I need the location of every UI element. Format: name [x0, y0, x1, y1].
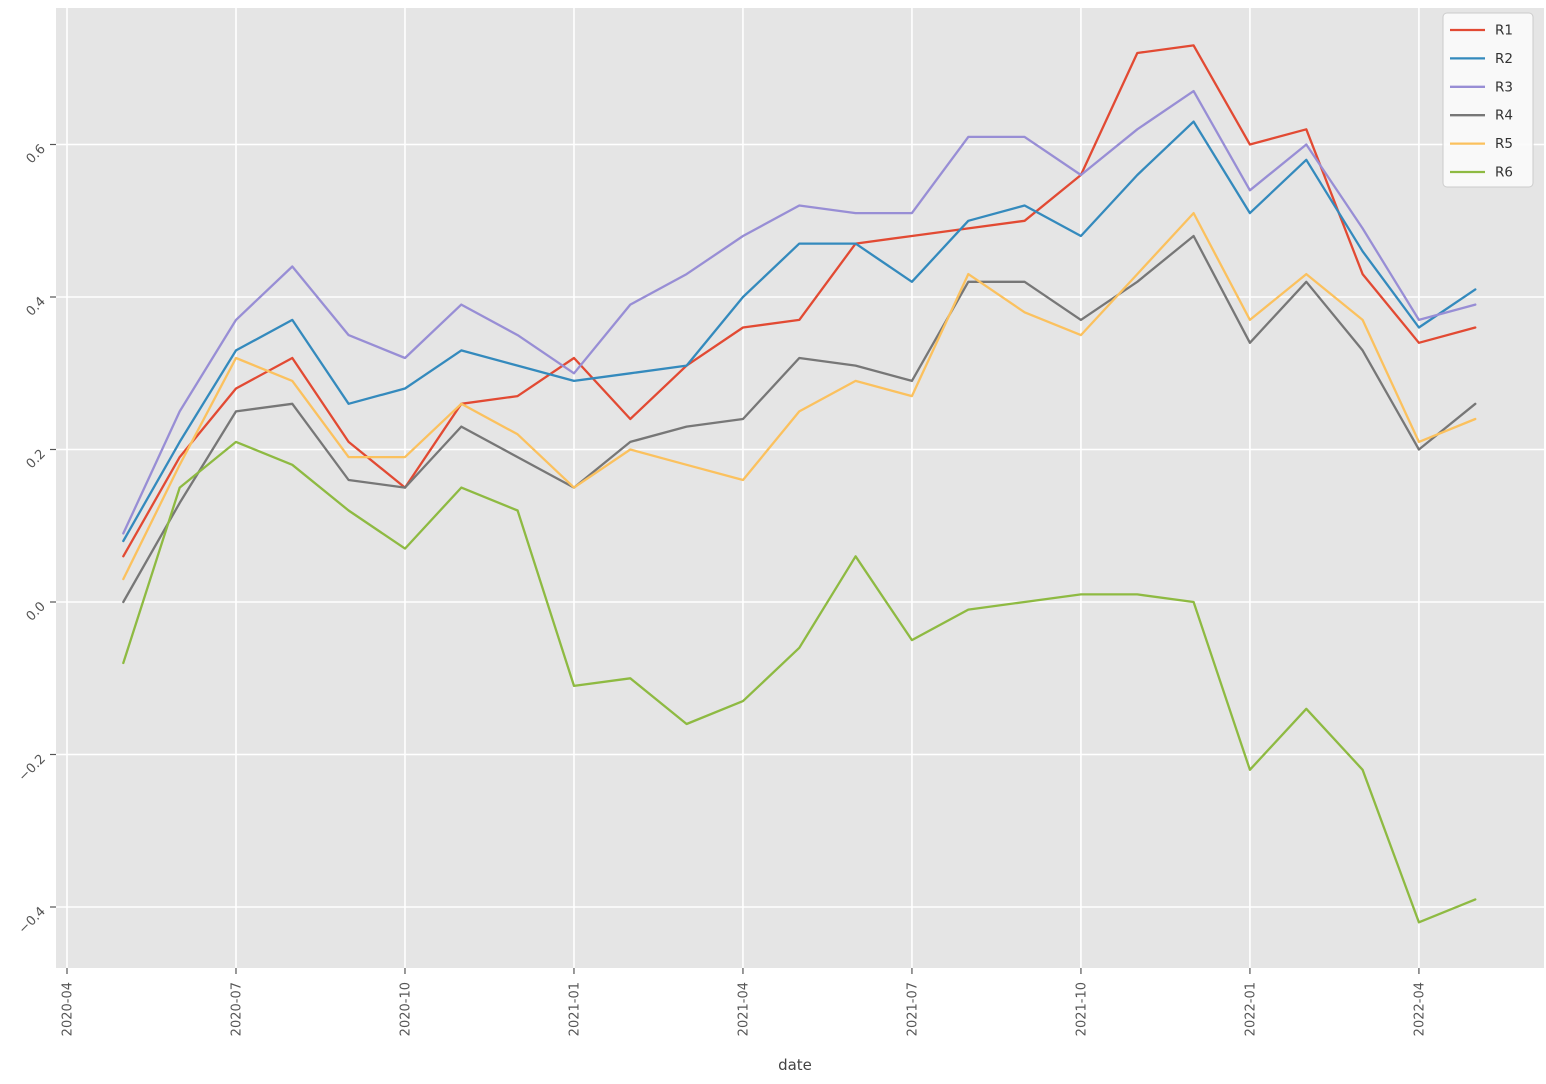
- legend-label-R3: R3: [1495, 79, 1513, 95]
- series-line-R4: [122, 234, 1477, 604]
- x-tick-label: 2022-04: [1412, 982, 1427, 1036]
- legend-box: [1442, 12, 1534, 188]
- legend-label-R5: R5: [1495, 136, 1513, 152]
- x-tick-label: 2020-07: [229, 982, 244, 1036]
- y-tick-label: 0.4: [24, 294, 49, 319]
- y-tick-label: 0.2: [24, 447, 49, 472]
- y-tick-label: −0.2: [16, 752, 49, 785]
- x-axis-label: date: [778, 1056, 812, 1074]
- legend-label-R2: R2: [1495, 51, 1513, 67]
- legend-label-R6: R6: [1495, 165, 1513, 181]
- x-tick-label: 2021-01: [567, 982, 582, 1036]
- legend-label-R4: R4: [1495, 108, 1513, 124]
- y-tick-label: −0.4: [16, 904, 49, 937]
- x-tick-label: 2022-01: [1243, 982, 1258, 1036]
- x-tick-label: 2021-04: [736, 982, 751, 1036]
- series-line-R5: [122, 211, 1477, 581]
- legend-label-R1: R1: [1495, 23, 1513, 39]
- x-tick-label: 2021-07: [905, 982, 920, 1036]
- series-line-R3: [122, 89, 1477, 535]
- series-line-R1: [122, 44, 1477, 558]
- y-tick-label: 0.0: [24, 599, 49, 624]
- x-tick-label: 2020-10: [398, 982, 413, 1036]
- x-tick-label: 2021-10: [1074, 982, 1089, 1036]
- y-tick-label: 0.6: [24, 142, 49, 167]
- x-tick-label: 2020-04: [61, 982, 76, 1036]
- plot-area: [56, 8, 1544, 968]
- series-line-R6: [122, 440, 1477, 924]
- series-line-R2: [122, 120, 1477, 543]
